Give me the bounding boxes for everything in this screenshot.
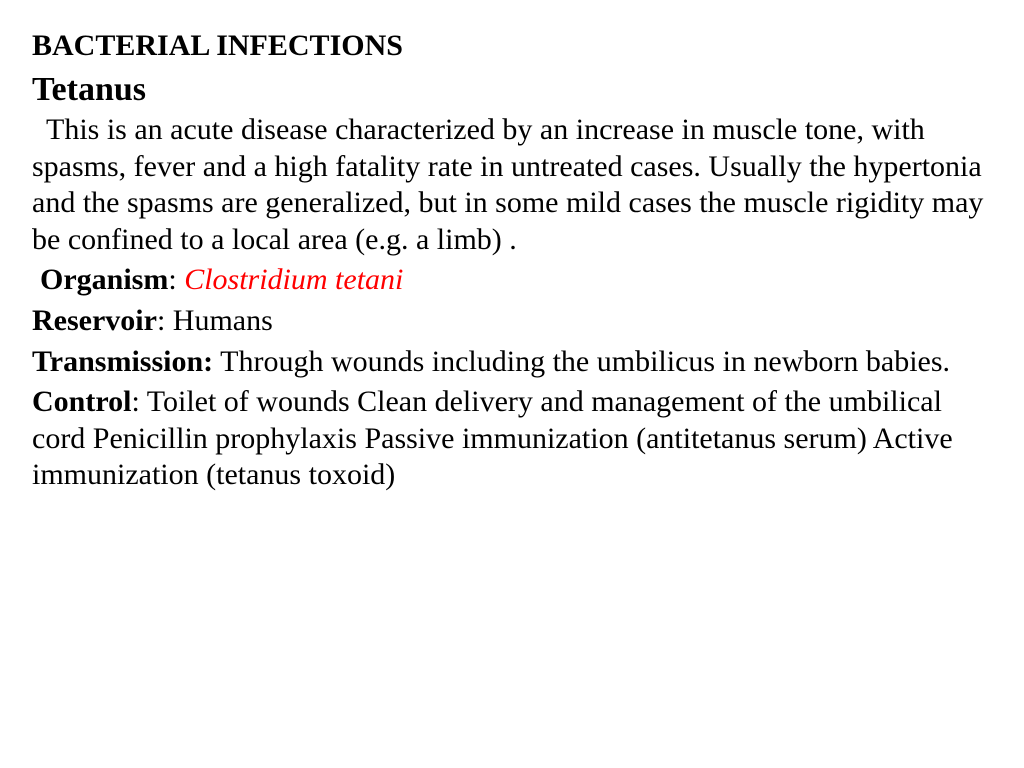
organism-sep: :: [168, 263, 184, 296]
organism-label: Organism: [40, 263, 168, 296]
disease-description: This is an acute disease characterized b…: [32, 112, 986, 258]
reservoir-sep: :: [157, 304, 173, 337]
control-line: Control: Toilet of wounds Clean delivery…: [32, 384, 986, 494]
reservoir-label: Reservoir: [32, 304, 157, 337]
transmission-value: Through wounds including the umbilicus i…: [220, 345, 950, 378]
section-heading: BACTERIAL INFECTIONS: [32, 28, 986, 65]
control-value: Toilet of wounds Clean delivery and mana…: [32, 385, 953, 491]
disease-title: Tetanus: [32, 69, 986, 110]
organism-line: Organism: Clostridium tetani: [32, 262, 986, 299]
reservoir-line: Reservoir: Humans: [32, 303, 986, 340]
reservoir-value: Humans: [173, 304, 273, 337]
transmission-line: Transmission: Through wounds including t…: [32, 344, 986, 381]
control-sep: :: [131, 385, 146, 418]
control-label: Control: [32, 385, 131, 418]
transmission-label: Transmission:: [32, 345, 213, 378]
organism-value: Clostridium tetani: [184, 263, 403, 296]
